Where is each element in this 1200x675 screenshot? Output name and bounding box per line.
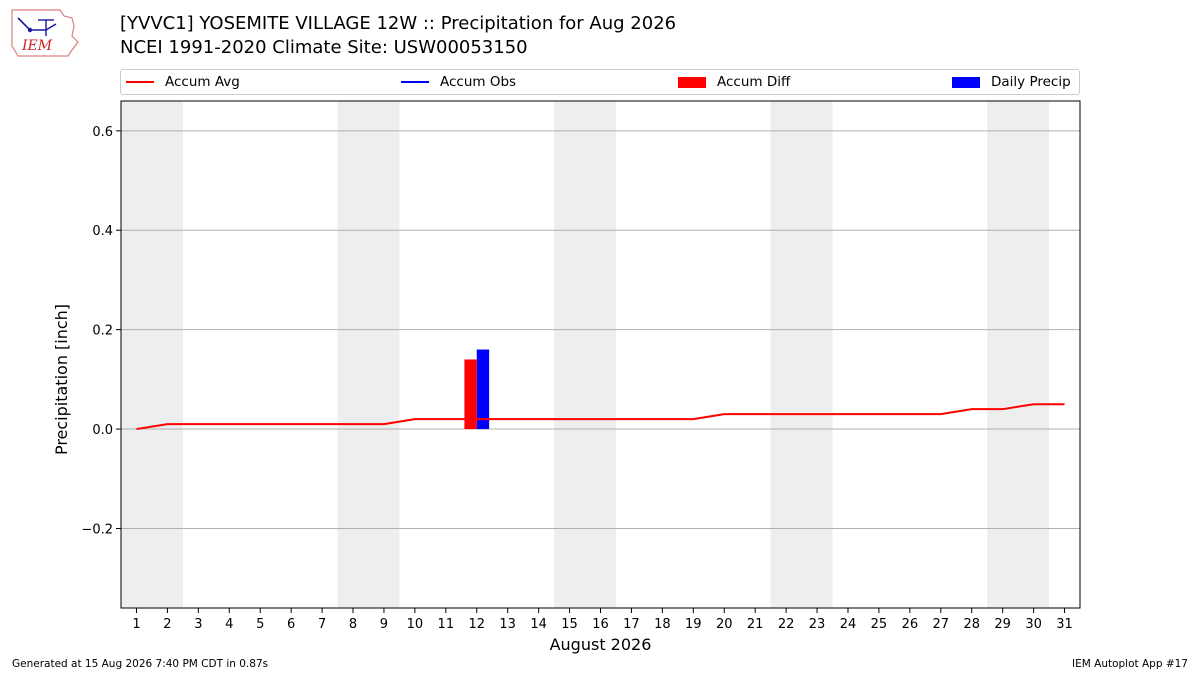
y-tick-label: 0.2 [92, 324, 113, 339]
y-tick-label: −0.2 [81, 522, 113, 537]
x-tick-label: 6 [287, 617, 295, 632]
bars [464, 349, 490, 430]
y-tick-label: 0.0 [92, 423, 113, 438]
x-tick-label: 30 [1025, 617, 1042, 632]
x-tick-label: 1 [132, 617, 140, 632]
x-tick-label: 22 [778, 617, 795, 632]
logo-text: IEM [21, 38, 53, 54]
x-tick-label: 16 [592, 617, 609, 632]
legend-label-accum-avg: Accum Avg [165, 74, 240, 90]
chart-subtitle: NCEI 1991-2020 Climate Site: USW00053150 [120, 37, 528, 58]
weekend-band [987, 101, 1050, 608]
x-tick-label: 17 [623, 617, 640, 632]
legend-item-daily-precip: Daily Precip [952, 70, 1071, 94]
daily-precip-bar [476, 349, 490, 430]
legend-item-accum-avg: Accum Avg [126, 70, 240, 94]
legend-item-accum-diff: Accum Diff [678, 70, 790, 94]
legend-label-accum-diff: Accum Diff [717, 74, 791, 90]
x-tick-label: 31 [1056, 617, 1073, 632]
weekend-band [770, 101, 833, 608]
iem-logo: IEM [11, 9, 79, 57]
x-tick-label: 7 [318, 617, 326, 632]
x-tick-label: 25 [871, 617, 888, 632]
x-tick-label: 11 [438, 617, 455, 632]
legend-label-accum-obs: Accum Obs [440, 74, 517, 90]
x-tick-label: 21 [747, 617, 764, 632]
x-axis-ticks: 1 2 3 4 5 6 7 8 9 10 11 12 13 14 15 16 17 18 19 20 21 22 23 24 2… [132, 608, 1073, 632]
x-tick-label: 24 [840, 617, 857, 632]
x-tick-label: 3 [194, 617, 202, 632]
x-tick-label: 20 [716, 617, 733, 632]
weekend-band [337, 101, 400, 608]
x-tick-label: 29 [994, 617, 1011, 632]
x-tick-label: 26 [902, 617, 919, 632]
x-tick-label: 9 [380, 617, 388, 632]
legend-swatch-accum-avg [126, 81, 154, 83]
y-tick-label: 0.6 [92, 125, 113, 140]
x-axis-label: August 2026 [550, 635, 652, 654]
weekend-band [121, 101, 183, 608]
x-tick-label: 15 [561, 617, 578, 632]
legend-swatch-accum-obs [401, 81, 429, 83]
x-tick-label: 28 [963, 617, 980, 632]
legend-swatch-daily-precip [952, 76, 980, 88]
gridlines [121, 130, 1080, 529]
weekend-band [554, 101, 616, 608]
footer-app: IEM Autoplot App #17 [1072, 658, 1188, 670]
legend-item-accum-obs: Accum Obs [401, 70, 516, 94]
x-tick-label: 2 [163, 617, 171, 632]
x-tick-label: 13 [499, 617, 516, 632]
legend-swatch-accum-diff [678, 76, 706, 88]
y-axis-label: Precipitation [inch] [52, 304, 71, 455]
footer-generated: Generated at 15 Aug 2026 7:40 PM CDT in … [12, 658, 269, 670]
accum-avg-line [136, 403, 1065, 431]
x-tick-label: 14 [530, 617, 547, 632]
chart-title: [YVVC1] YOSEMITE VILLAGE 12W :: Precipit… [120, 13, 677, 34]
y-axis-ticks: 0.6 0.4 0.2 0.0 −0.2 [81, 125, 121, 537]
x-tick-label: 5 [256, 617, 264, 632]
x-tick-label: 27 [933, 617, 950, 632]
y-tick-label: 0.4 [92, 224, 113, 239]
x-tick-label: 19 [685, 617, 702, 632]
series-lines [136, 403, 1065, 431]
x-tick-label: 8 [349, 617, 357, 632]
x-tick-label: 4 [225, 617, 233, 632]
legend-label-daily-precip: Daily Precip [991, 74, 1071, 90]
x-tick-label: 23 [809, 617, 826, 632]
accum-diff-bar [464, 359, 477, 430]
x-tick-label: 12 [468, 617, 485, 632]
legend: Accum Avg Accum Obs Accum Diff Daily Pre… [120, 69, 1080, 95]
x-tick-label: 18 [654, 617, 671, 632]
x-tick-label: 10 [407, 617, 424, 632]
weekend-shading [121, 101, 1050, 608]
